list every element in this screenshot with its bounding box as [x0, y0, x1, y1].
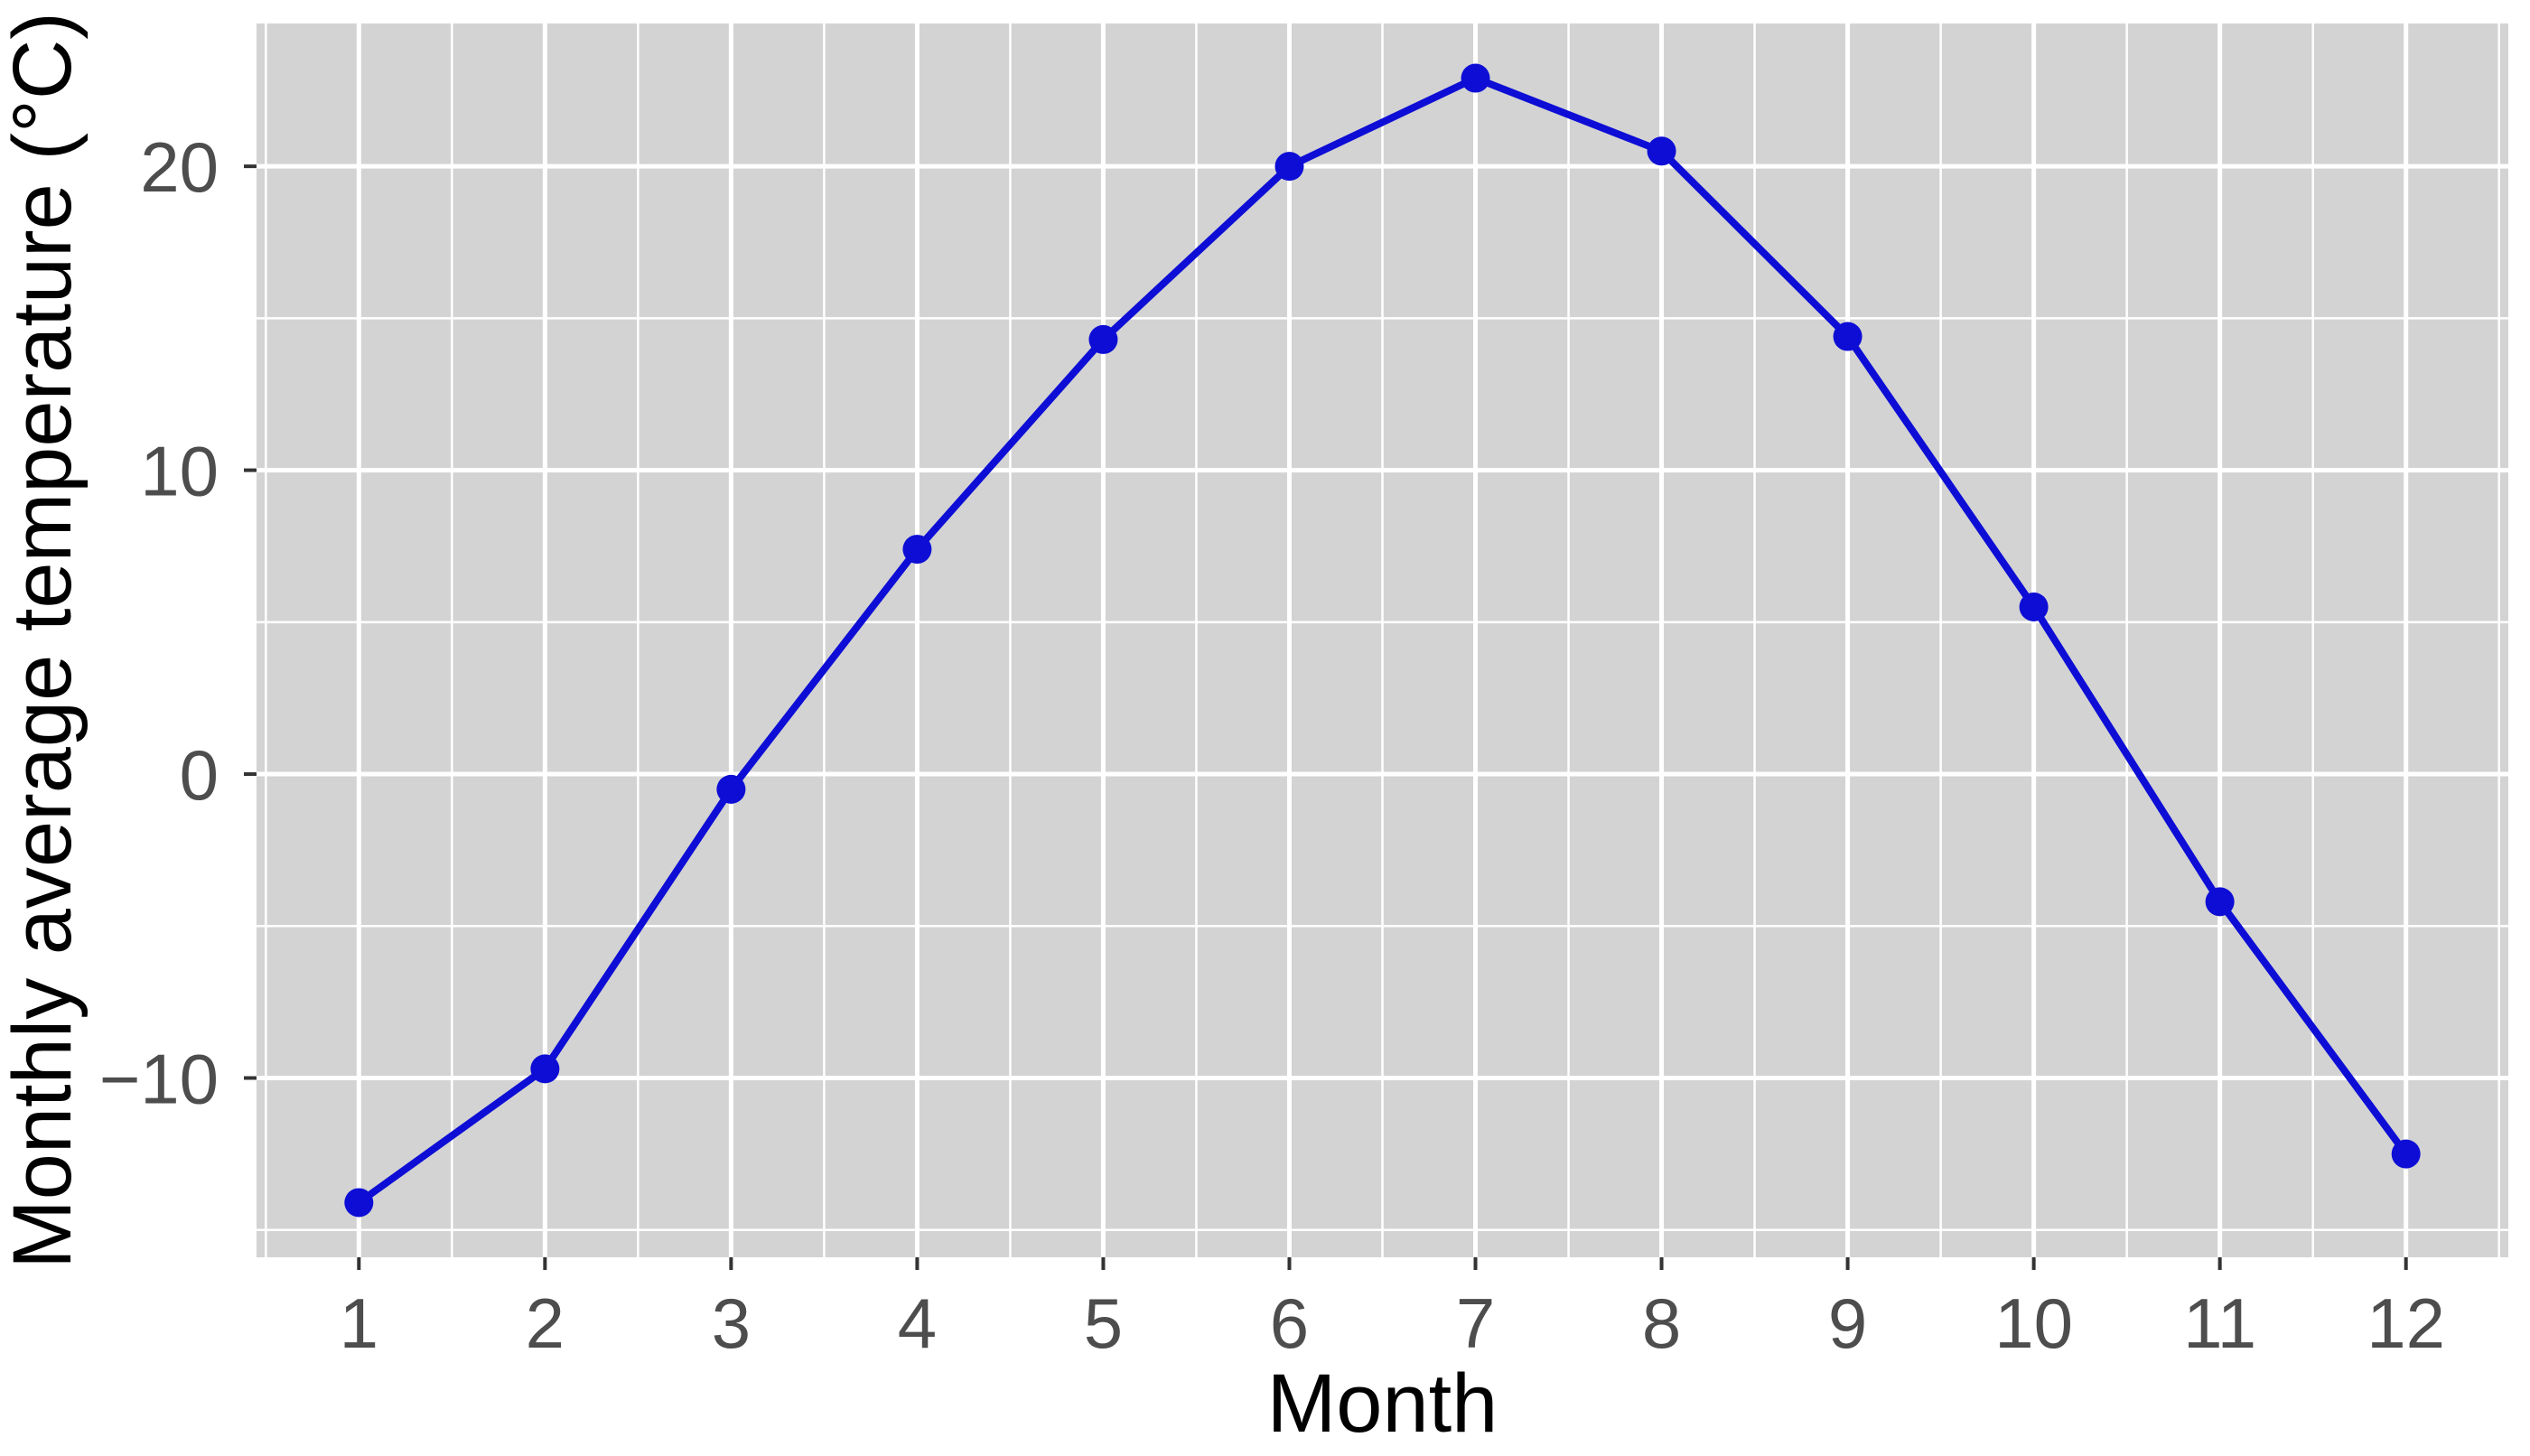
major-gridlines — [257, 23, 2508, 1257]
x-tick-label-8: 8 — [1642, 1283, 1681, 1363]
x-tick-label-9: 9 — [1828, 1283, 1867, 1363]
x-tick-label-10: 10 — [1994, 1283, 2073, 1363]
x-tick-label-2: 2 — [526, 1283, 565, 1363]
data-point-month-9 — [1833, 322, 1862, 351]
x-tick-label-4: 4 — [898, 1283, 937, 1363]
data-point-month-1 — [344, 1188, 374, 1218]
temperature-line — [355, 74, 2410, 1207]
minor-gridlines — [257, 23, 2508, 1257]
x-tick-label-6: 6 — [1270, 1283, 1309, 1363]
data-point-month-6 — [1274, 152, 1304, 182]
x-tick-label-5: 5 — [1084, 1283, 1123, 1363]
y-tick-label--10: −10 — [99, 1039, 219, 1118]
x-axis-title: Month — [1267, 1358, 1498, 1450]
x-tick-label-7: 7 — [1456, 1283, 1495, 1363]
x-tick-label-1: 1 — [340, 1283, 378, 1363]
y-tick-label-20: 20 — [140, 127, 219, 207]
axis-tick-marks — [244, 164, 2408, 1270]
data-point-month-4 — [902, 535, 932, 565]
data-point-month-7 — [1461, 63, 1490, 93]
data-point-month-3 — [716, 774, 746, 804]
data-point-month-10 — [2019, 592, 2049, 621]
y-axis-tick-labels: −10 0 10 20 — [99, 127, 219, 1118]
x-axis-tick-labels: 1 2 3 4 5 6 7 8 9 10 11 12 — [340, 1283, 2445, 1363]
data-point-month-8 — [1647, 136, 1676, 166]
x-tick-label-3: 3 — [712, 1283, 751, 1363]
y-tick-label-10: 10 — [140, 432, 219, 511]
data-point-month-12 — [2391, 1139, 2421, 1169]
temperature-series — [344, 63, 2421, 1218]
x-tick-label-11: 11 — [2183, 1283, 2256, 1363]
data-point-month-5 — [1088, 324, 1118, 354]
y-tick-label-0: 0 — [180, 735, 219, 815]
x-tick-label-12: 12 — [2367, 1283, 2445, 1363]
data-point-month-2 — [530, 1054, 560, 1084]
y-axis-title: Monthly average temperature (°C) — [0, 12, 89, 1269]
data-point-month-11 — [2205, 887, 2235, 917]
